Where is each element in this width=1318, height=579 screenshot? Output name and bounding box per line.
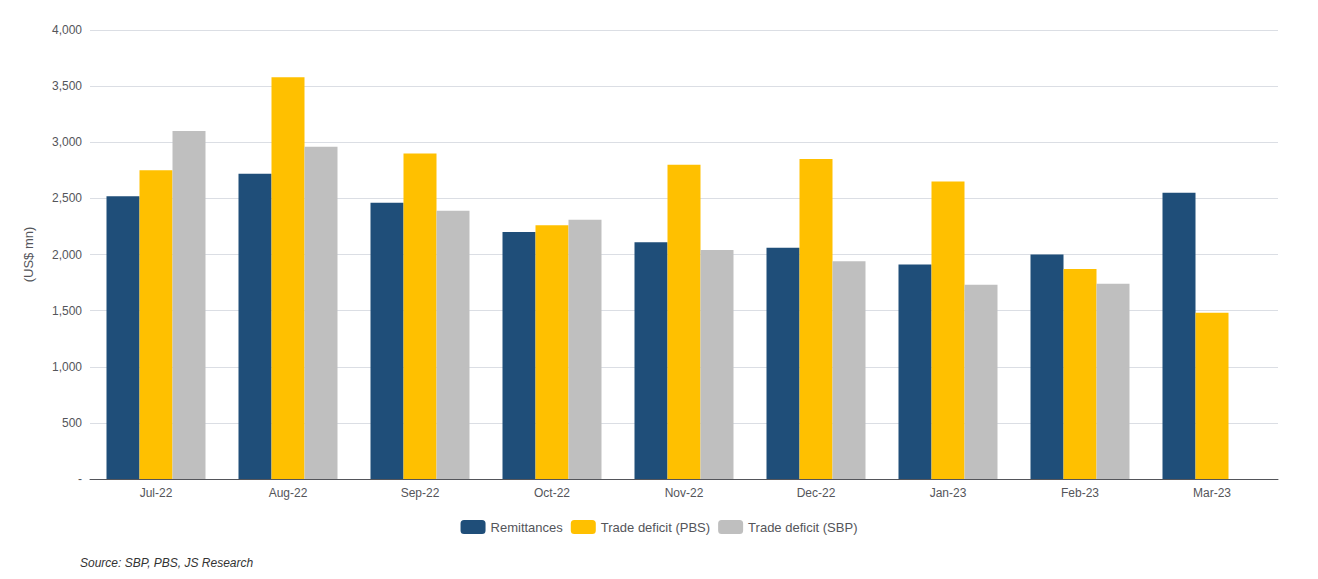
svg-text:Trade deficit (PBS): Trade deficit (PBS) [601,520,710,535]
svg-text:3,000: 3,000 [52,135,82,149]
svg-text:3,500: 3,500 [52,79,82,93]
svg-text:Remittances: Remittances [491,520,564,535]
svg-text:(US$ mn): (US$ mn) [21,227,36,283]
svg-text:-: - [78,472,82,486]
svg-text:1,500: 1,500 [52,304,82,318]
svg-text:2,000: 2,000 [52,248,82,262]
svg-text:Trade deficit (SBP): Trade deficit (SBP) [748,520,857,535]
svg-text:Oct-22: Oct-22 [534,486,570,500]
svg-text:Feb-23: Feb-23 [1061,486,1099,500]
svg-text:1,000: 1,000 [52,360,82,374]
svg-text:Dec-22: Dec-22 [797,486,836,500]
svg-text:Nov-22: Nov-22 [665,486,704,500]
svg-text:Jul-22: Jul-22 [140,486,173,500]
svg-text:Sep-22: Sep-22 [401,486,440,500]
svg-text:Source: SBP, PBS, JS Research: Source: SBP, PBS, JS Research [80,556,254,570]
svg-text:500: 500 [62,416,82,430]
svg-text:Mar-23: Mar-23 [1193,486,1231,500]
svg-text:Jan-23: Jan-23 [930,486,967,500]
svg-text:4,000: 4,000 [52,23,82,37]
svg-text:Aug-22: Aug-22 [269,486,308,500]
svg-text:2,500: 2,500 [52,191,82,205]
